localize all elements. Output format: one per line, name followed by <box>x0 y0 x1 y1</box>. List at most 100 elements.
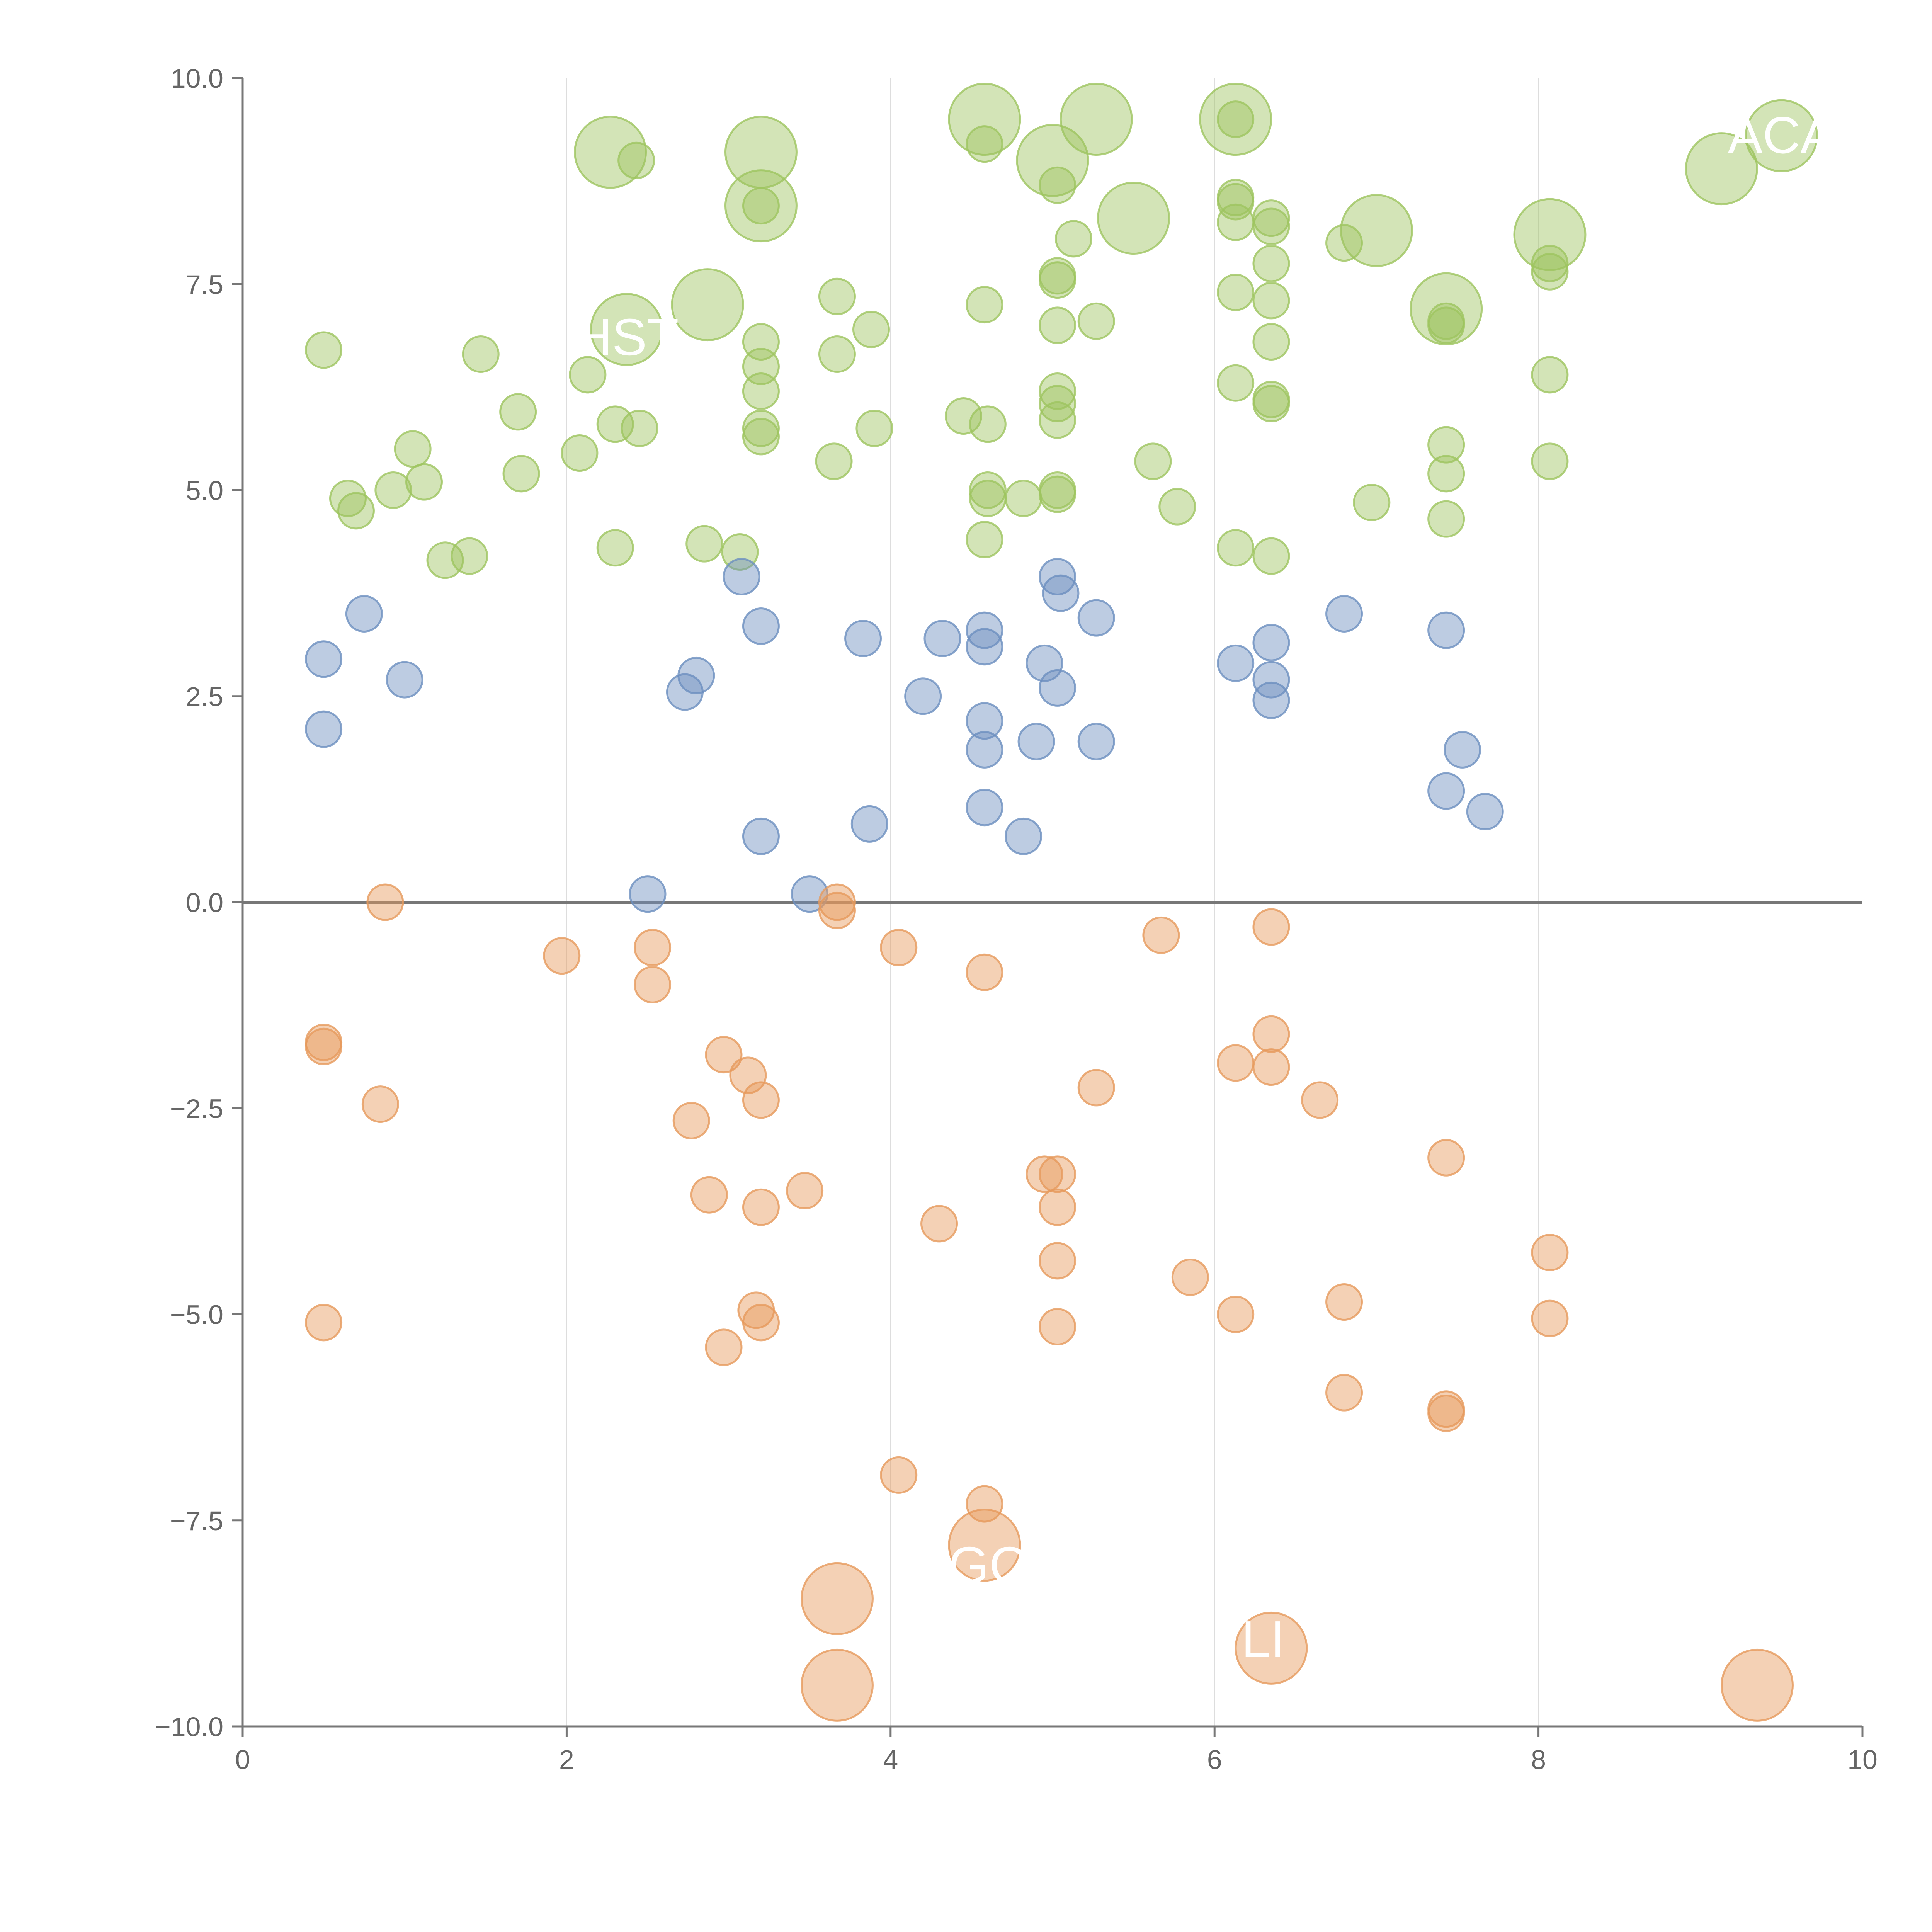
orange-point <box>1142 916 1180 954</box>
orange-point <box>742 1304 780 1342</box>
green-point <box>1427 426 1465 464</box>
green-point <box>1134 442 1172 480</box>
orange-point <box>966 953 1003 991</box>
x-tick-label: 8 <box>1531 1745 1546 1775</box>
orange-point <box>634 929 672 966</box>
blue-point <box>923 619 961 657</box>
green-point-large <box>1745 99 1818 172</box>
green-point <box>969 480 1007 517</box>
green-point <box>426 541 464 579</box>
orange-point <box>880 1456 918 1494</box>
orange-point <box>818 891 856 929</box>
orange-point <box>1427 1139 1465 1177</box>
orange-point <box>1252 1048 1290 1086</box>
point-annotation: LI <box>1242 1610 1285 1668</box>
blue-point <box>305 710 343 748</box>
orange-point <box>705 1036 743 1074</box>
orange-point <box>1325 1283 1363 1321</box>
blue-point <box>1039 558 1077 595</box>
blue-point <box>742 607 780 645</box>
orange-point <box>742 1188 780 1226</box>
orange-point <box>818 883 856 921</box>
orange-point <box>1217 1296 1255 1333</box>
green-point-large <box>590 293 663 366</box>
green-point <box>1217 183 1255 221</box>
blue-point <box>966 628 1003 666</box>
green-point <box>1158 488 1196 526</box>
orange-point <box>1026 1155 1063 1193</box>
green-point <box>966 520 1003 558</box>
blue-point <box>723 558 760 595</box>
blue-point <box>1005 817 1043 855</box>
green-point <box>337 492 375 530</box>
green-point-large <box>724 169 798 243</box>
y-tick-label: 5.0 <box>186 476 223 506</box>
green-point-large <box>1340 194 1413 267</box>
green-point <box>1005 480 1043 517</box>
blue-point <box>1444 731 1481 769</box>
orange-point-large <box>948 1509 1021 1582</box>
orange-point <box>1427 1394 1465 1432</box>
green-point <box>462 335 500 373</box>
green-point <box>969 405 1007 443</box>
blue-point <box>1039 669 1077 707</box>
y-tick-label: −5.0 <box>170 1300 223 1330</box>
orange-point-large <box>800 1562 874 1635</box>
orange-point <box>1531 1299 1569 1337</box>
orange-point <box>305 1304 343 1342</box>
blue-point <box>1042 574 1080 612</box>
green-point <box>1427 500 1465 538</box>
orange-point <box>1531 1234 1569 1272</box>
blue-point <box>1427 611 1465 649</box>
blue-point <box>1017 723 1055 760</box>
x-tick-label: 4 <box>883 1745 898 1775</box>
orange-point <box>1301 1081 1339 1119</box>
data-points <box>305 83 1818 1722</box>
blue-point <box>386 661 423 699</box>
y-tick-label: −10.0 <box>155 1712 223 1742</box>
blue-point <box>904 677 942 715</box>
point-annotation: R <box>1212 670 1250 729</box>
green-point <box>855 410 893 447</box>
orange-point <box>1171 1259 1209 1296</box>
orange-point-large <box>1235 1611 1308 1685</box>
green-point-large <box>1060 83 1133 156</box>
orange-point <box>672 1102 710 1139</box>
green-point <box>1039 166 1077 204</box>
green-point <box>596 405 634 443</box>
orange-point <box>305 1027 343 1065</box>
green-point <box>1217 274 1255 311</box>
green-point <box>1054 220 1092 258</box>
green-point <box>405 463 443 501</box>
green-point-large <box>671 268 744 342</box>
orange-point <box>742 1081 780 1119</box>
green-point <box>685 525 723 563</box>
green-point <box>1252 323 1290 361</box>
green-point <box>1252 245 1290 282</box>
green-point <box>617 141 655 179</box>
y-tick-label: 0.0 <box>186 888 223 918</box>
green-point <box>451 537 488 575</box>
green-point <box>1531 356 1569 394</box>
green-point <box>1039 261 1077 299</box>
x-tick-label: 6 <box>1207 1745 1222 1775</box>
y-tick-label: 7.5 <box>186 269 223 299</box>
green-point <box>944 397 982 435</box>
orange-point <box>920 1205 958 1243</box>
green-point <box>499 393 537 431</box>
blue-point <box>677 656 715 694</box>
orange-point <box>880 929 918 966</box>
blue-point <box>1252 624 1290 662</box>
blue-point <box>966 731 1003 769</box>
blue-point <box>844 619 882 657</box>
blue-point <box>966 789 1003 827</box>
green-point <box>1252 282 1290 320</box>
orange-point <box>543 937 581 975</box>
green-point <box>1252 537 1290 575</box>
point-annotation: ACA <box>1728 106 1835 164</box>
green-point-large <box>1685 132 1758 206</box>
green-point <box>852 311 890 349</box>
green-point <box>1531 245 1569 282</box>
y-tick-label: 10.0 <box>171 63 223 94</box>
